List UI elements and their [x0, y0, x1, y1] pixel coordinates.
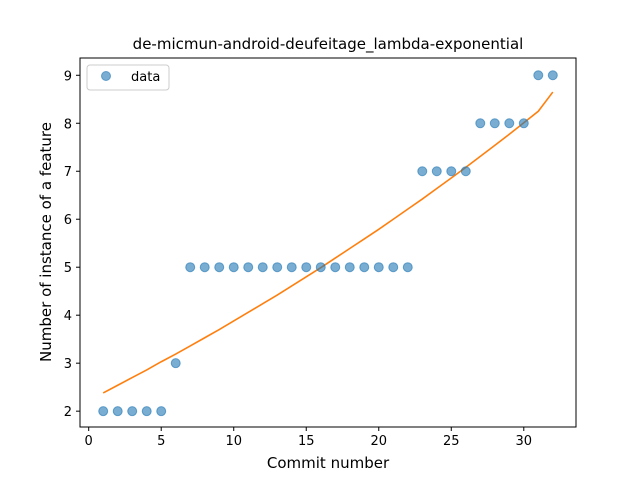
data-point	[301, 262, 312, 273]
y-tick-label: 4	[64, 309, 72, 324]
legend-marker-data	[101, 71, 111, 81]
data-point	[112, 406, 123, 417]
data-point	[98, 406, 109, 417]
data-point	[475, 118, 486, 129]
data-point	[431, 166, 442, 177]
legend: data	[86, 64, 170, 91]
y-tick-label: 9	[64, 69, 72, 84]
y-tick-label: 6	[64, 213, 72, 228]
data-point	[185, 262, 196, 273]
data-point	[344, 262, 355, 273]
data-point	[199, 262, 210, 273]
data-point	[446, 166, 457, 177]
y-tick-label: 8	[64, 117, 72, 132]
y-tick-label: 7	[64, 165, 72, 180]
x-tick-label: 10	[225, 434, 242, 449]
chart-title: de-micmun-android-deufeitage_lambda-expo…	[133, 35, 524, 54]
data-point	[460, 166, 471, 177]
fit-line	[102, 91, 554, 394]
data-point	[286, 262, 297, 273]
data-point	[359, 262, 370, 273]
y-tick-label: 5	[64, 261, 72, 276]
data-point	[547, 70, 558, 81]
data-point	[388, 262, 399, 273]
y-tick-label: 3	[64, 357, 72, 372]
x-axis-label: Commit number	[267, 454, 390, 472]
y-axis-label: Number of instance of a feature	[37, 122, 55, 362]
x-tick-label: 25	[443, 434, 460, 449]
plot-area	[98, 70, 558, 417]
x-axis: 0 5 10 15 20 25 30	[85, 427, 533, 449]
y-axis: 2 3 4 5 6 7 8 9	[64, 69, 80, 420]
data-point	[243, 262, 254, 273]
y-tick-label: 2	[64, 405, 72, 420]
data-point	[402, 262, 413, 273]
data-point	[170, 358, 181, 369]
data-point	[127, 406, 138, 417]
data-point	[417, 166, 428, 177]
x-tick-label: 0	[85, 434, 93, 449]
data-point	[518, 118, 529, 129]
axes-frame	[79, 57, 577, 428]
x-tick-label: 20	[370, 434, 387, 449]
data-point	[156, 406, 167, 417]
data-point	[373, 262, 384, 273]
data-point	[504, 118, 515, 129]
data-point	[315, 262, 326, 273]
data-point	[257, 262, 268, 273]
data-point	[533, 70, 544, 81]
x-tick-label: 15	[298, 434, 315, 449]
data-point	[330, 262, 341, 273]
data-point	[141, 406, 152, 417]
x-tick-label: 30	[516, 434, 533, 449]
data-point	[214, 262, 225, 273]
data-point	[489, 118, 500, 129]
x-tick-label: 5	[157, 434, 165, 449]
data-point	[272, 262, 283, 273]
legend-label-data: data	[131, 70, 160, 85]
data-point	[228, 262, 239, 273]
